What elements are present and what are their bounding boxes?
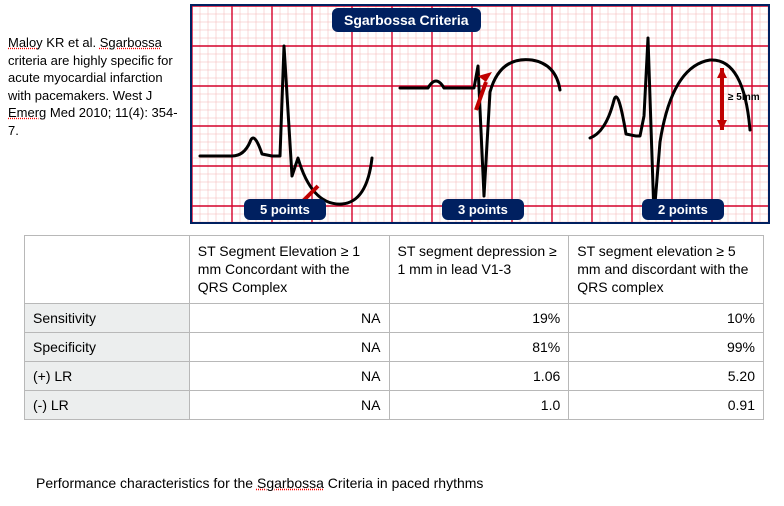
table-cell: 0.91: [569, 390, 764, 419]
table-cell: NA: [189, 332, 389, 361]
performance-table: ST Segment Elevation ≥ 1 mm Concordant w…: [24, 235, 764, 420]
table-header-cell: ST Segment Elevation ≥ 1 mm Concordant w…: [189, 236, 389, 304]
ecg-title-pill: Sgarbossa Criteria: [332, 8, 481, 32]
row-label: (-) LR: [25, 390, 190, 419]
table-cell: 1.06: [389, 361, 569, 390]
mm-label: ≥ 5mm: [728, 92, 760, 103]
table-caption: Performance characteristics for the Sgar…: [36, 475, 483, 491]
table-cell: 99%: [569, 332, 764, 361]
points-pill-2: 3 points: [442, 199, 524, 220]
points-pill-3: 2 points: [642, 199, 724, 220]
table-header-cell: ST segment elevation ≥ 5 mm and discorda…: [569, 236, 764, 304]
table-cell: 5.20: [569, 361, 764, 390]
table-row: (+) LRNA1.065.20: [25, 361, 764, 390]
table-head: ST Segment Elevation ≥ 1 mm Concordant w…: [25, 236, 764, 304]
table-row: SpecificityNA81%99%: [25, 332, 764, 361]
citation-text: Maloy KR et al. Sgarbossa criteria are h…: [8, 34, 183, 139]
table-body: SensitivityNA19%10%SpecificityNA81%99%(+…: [25, 303, 764, 419]
row-label: Sensitivity: [25, 303, 190, 332]
table-header-cell: [25, 236, 190, 304]
ecg-svg: [192, 6, 768, 222]
table-row: (-) LRNA1.00.91: [25, 390, 764, 419]
ecg-waveforms: [200, 38, 750, 216]
row-label: Specificity: [25, 332, 190, 361]
top-region: Maloy KR et al. Sgarbossa criteria are h…: [0, 0, 784, 230]
table-cell: NA: [189, 390, 389, 419]
table-row: SensitivityNA19%10%: [25, 303, 764, 332]
table-cell: NA: [189, 303, 389, 332]
performance-table-wrap: ST Segment Elevation ≥ 1 mm Concordant w…: [24, 235, 764, 420]
table-cell: 19%: [389, 303, 569, 332]
row-label: (+) LR: [25, 361, 190, 390]
table-header-cell: ST segment depression ≥ 1 mm in lead V1-…: [389, 236, 569, 304]
table-cell: 81%: [389, 332, 569, 361]
table-cell: NA: [189, 361, 389, 390]
table-cell: 1.0: [389, 390, 569, 419]
points-pill-1: 5 points: [244, 199, 326, 220]
table-cell: 10%: [569, 303, 764, 332]
table-header-row: ST Segment Elevation ≥ 1 mm Concordant w…: [25, 236, 764, 304]
ecg-panel: Sgarbossa Criteria ≥ 5mm 5 points 3 poin…: [190, 4, 770, 224]
